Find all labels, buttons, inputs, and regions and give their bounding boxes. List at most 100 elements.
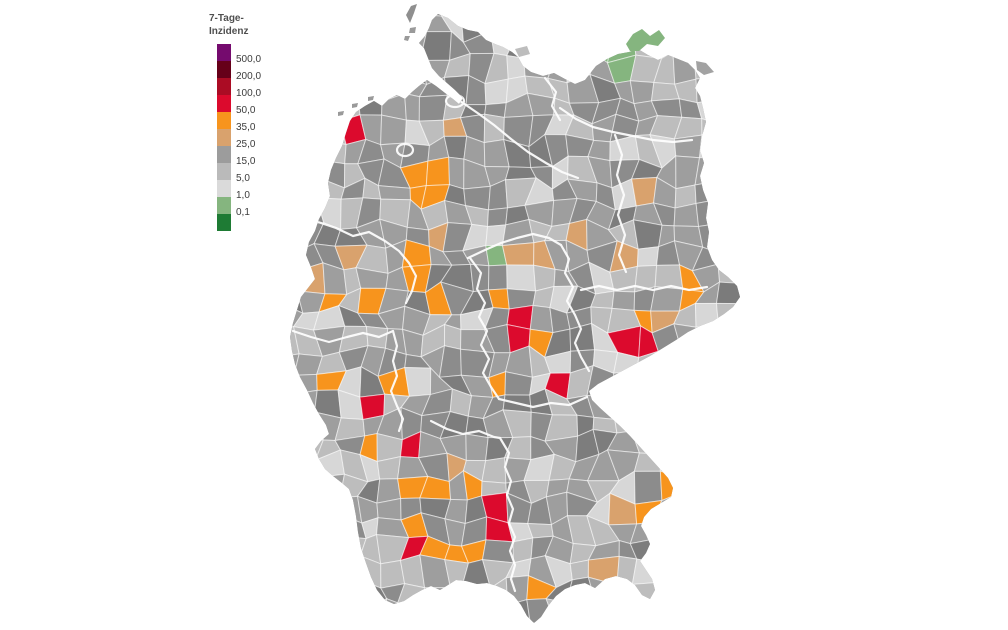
district[interactable]	[677, 345, 704, 379]
district[interactable]	[636, 246, 660, 267]
district[interactable]	[697, 580, 723, 601]
district[interactable]	[696, 407, 726, 439]
district[interactable]	[631, 582, 662, 608]
district[interactable]	[680, 476, 699, 498]
district[interactable]	[719, 135, 740, 162]
district[interactable]	[673, 134, 703, 159]
district[interactable]	[697, 556, 722, 582]
district[interactable]	[713, 14, 746, 41]
district[interactable]	[484, 78, 509, 106]
district[interactable]	[275, 513, 303, 546]
district[interactable]	[633, 452, 662, 472]
district[interactable]	[420, 0, 443, 17]
district[interactable]	[298, 492, 323, 519]
district[interactable]	[633, 470, 663, 505]
district[interactable]	[717, 263, 744, 284]
district[interactable]	[735, 303, 762, 329]
district[interactable]	[341, 9, 361, 42]
district[interactable]	[651, 417, 684, 437]
district[interactable]	[387, 0, 405, 13]
district[interactable]	[402, 51, 428, 86]
district[interactable]	[719, 350, 740, 372]
district[interactable]	[276, 492, 303, 516]
district[interactable]	[670, 0, 702, 20]
district[interactable]	[717, 324, 740, 359]
district[interactable]	[701, 118, 725, 137]
district[interactable]	[501, 242, 535, 266]
island-foehr[interactable]	[409, 27, 416, 33]
district[interactable]	[292, 563, 322, 583]
district[interactable]	[656, 600, 683, 622]
district[interactable]	[293, 97, 327, 122]
district[interactable]	[735, 0, 764, 19]
district[interactable]	[294, 411, 325, 442]
district[interactable]	[487, 264, 508, 291]
district[interactable]	[655, 0, 673, 18]
district[interactable]	[380, 114, 407, 146]
district[interactable]	[293, 602, 319, 627]
district[interactable]	[570, 10, 600, 36]
island-amrum[interactable]	[404, 36, 410, 41]
district[interactable]	[718, 575, 743, 601]
district[interactable]	[713, 74, 744, 101]
district[interactable]	[719, 532, 746, 565]
district[interactable]	[716, 472, 740, 505]
district[interactable]	[461, 587, 492, 602]
district[interactable]	[720, 498, 738, 522]
district[interactable]	[275, 532, 297, 566]
district[interactable]	[716, 180, 740, 205]
district[interactable]	[272, 393, 297, 420]
district[interactable]	[695, 514, 723, 547]
district[interactable]	[555, 620, 576, 630]
district[interactable]	[421, 622, 452, 630]
district[interactable]	[734, 200, 767, 228]
district[interactable]	[671, 14, 701, 42]
district[interactable]	[404, 367, 432, 397]
district[interactable]	[656, 617, 680, 630]
district[interactable]	[315, 578, 343, 604]
district[interactable]	[359, 58, 386, 84]
island-fehmarn[interactable]	[515, 46, 530, 57]
district[interactable]	[717, 246, 745, 269]
district[interactable]	[293, 76, 327, 105]
district[interactable]	[742, 95, 768, 126]
district[interactable]	[733, 554, 767, 580]
district[interactable]	[613, 13, 634, 34]
district[interactable]	[718, 556, 741, 582]
district[interactable]	[633, 369, 659, 395]
district[interactable]	[401, 620, 426, 630]
district[interactable]	[737, 116, 764, 146]
district[interactable]	[732, 347, 766, 372]
district[interactable]	[460, 0, 493, 16]
island-ruegen[interactable]	[626, 29, 665, 51]
district[interactable]	[736, 261, 765, 284]
district[interactable]	[338, 599, 366, 627]
district[interactable]	[567, 0, 599, 16]
district[interactable]	[631, 176, 658, 207]
district[interactable]	[671, 514, 701, 548]
district[interactable]	[481, 457, 507, 484]
district[interactable]	[738, 160, 763, 188]
district[interactable]	[358, 9, 388, 41]
district[interactable]	[382, 51, 405, 79]
district[interactable]	[316, 599, 343, 625]
district[interactable]	[702, 365, 726, 396]
district[interactable]	[529, 621, 557, 630]
district[interactable]	[569, 322, 596, 352]
district[interactable]	[717, 434, 745, 463]
district[interactable]	[422, 586, 452, 609]
island-usedom[interactable]	[696, 61, 714, 75]
district[interactable]	[677, 596, 705, 622]
district[interactable]	[545, 598, 576, 627]
district[interactable]	[651, 560, 681, 585]
district[interactable]	[526, 598, 558, 627]
district[interactable]	[481, 539, 515, 564]
district[interactable]	[419, 31, 452, 61]
district[interactable]	[741, 622, 760, 630]
district[interactable]	[694, 302, 719, 328]
district[interactable]	[675, 407, 701, 439]
island-borkum[interactable]	[338, 111, 344, 116]
district[interactable]	[274, 451, 300, 484]
district[interactable]	[693, 39, 720, 62]
district[interactable]	[338, 58, 369, 84]
